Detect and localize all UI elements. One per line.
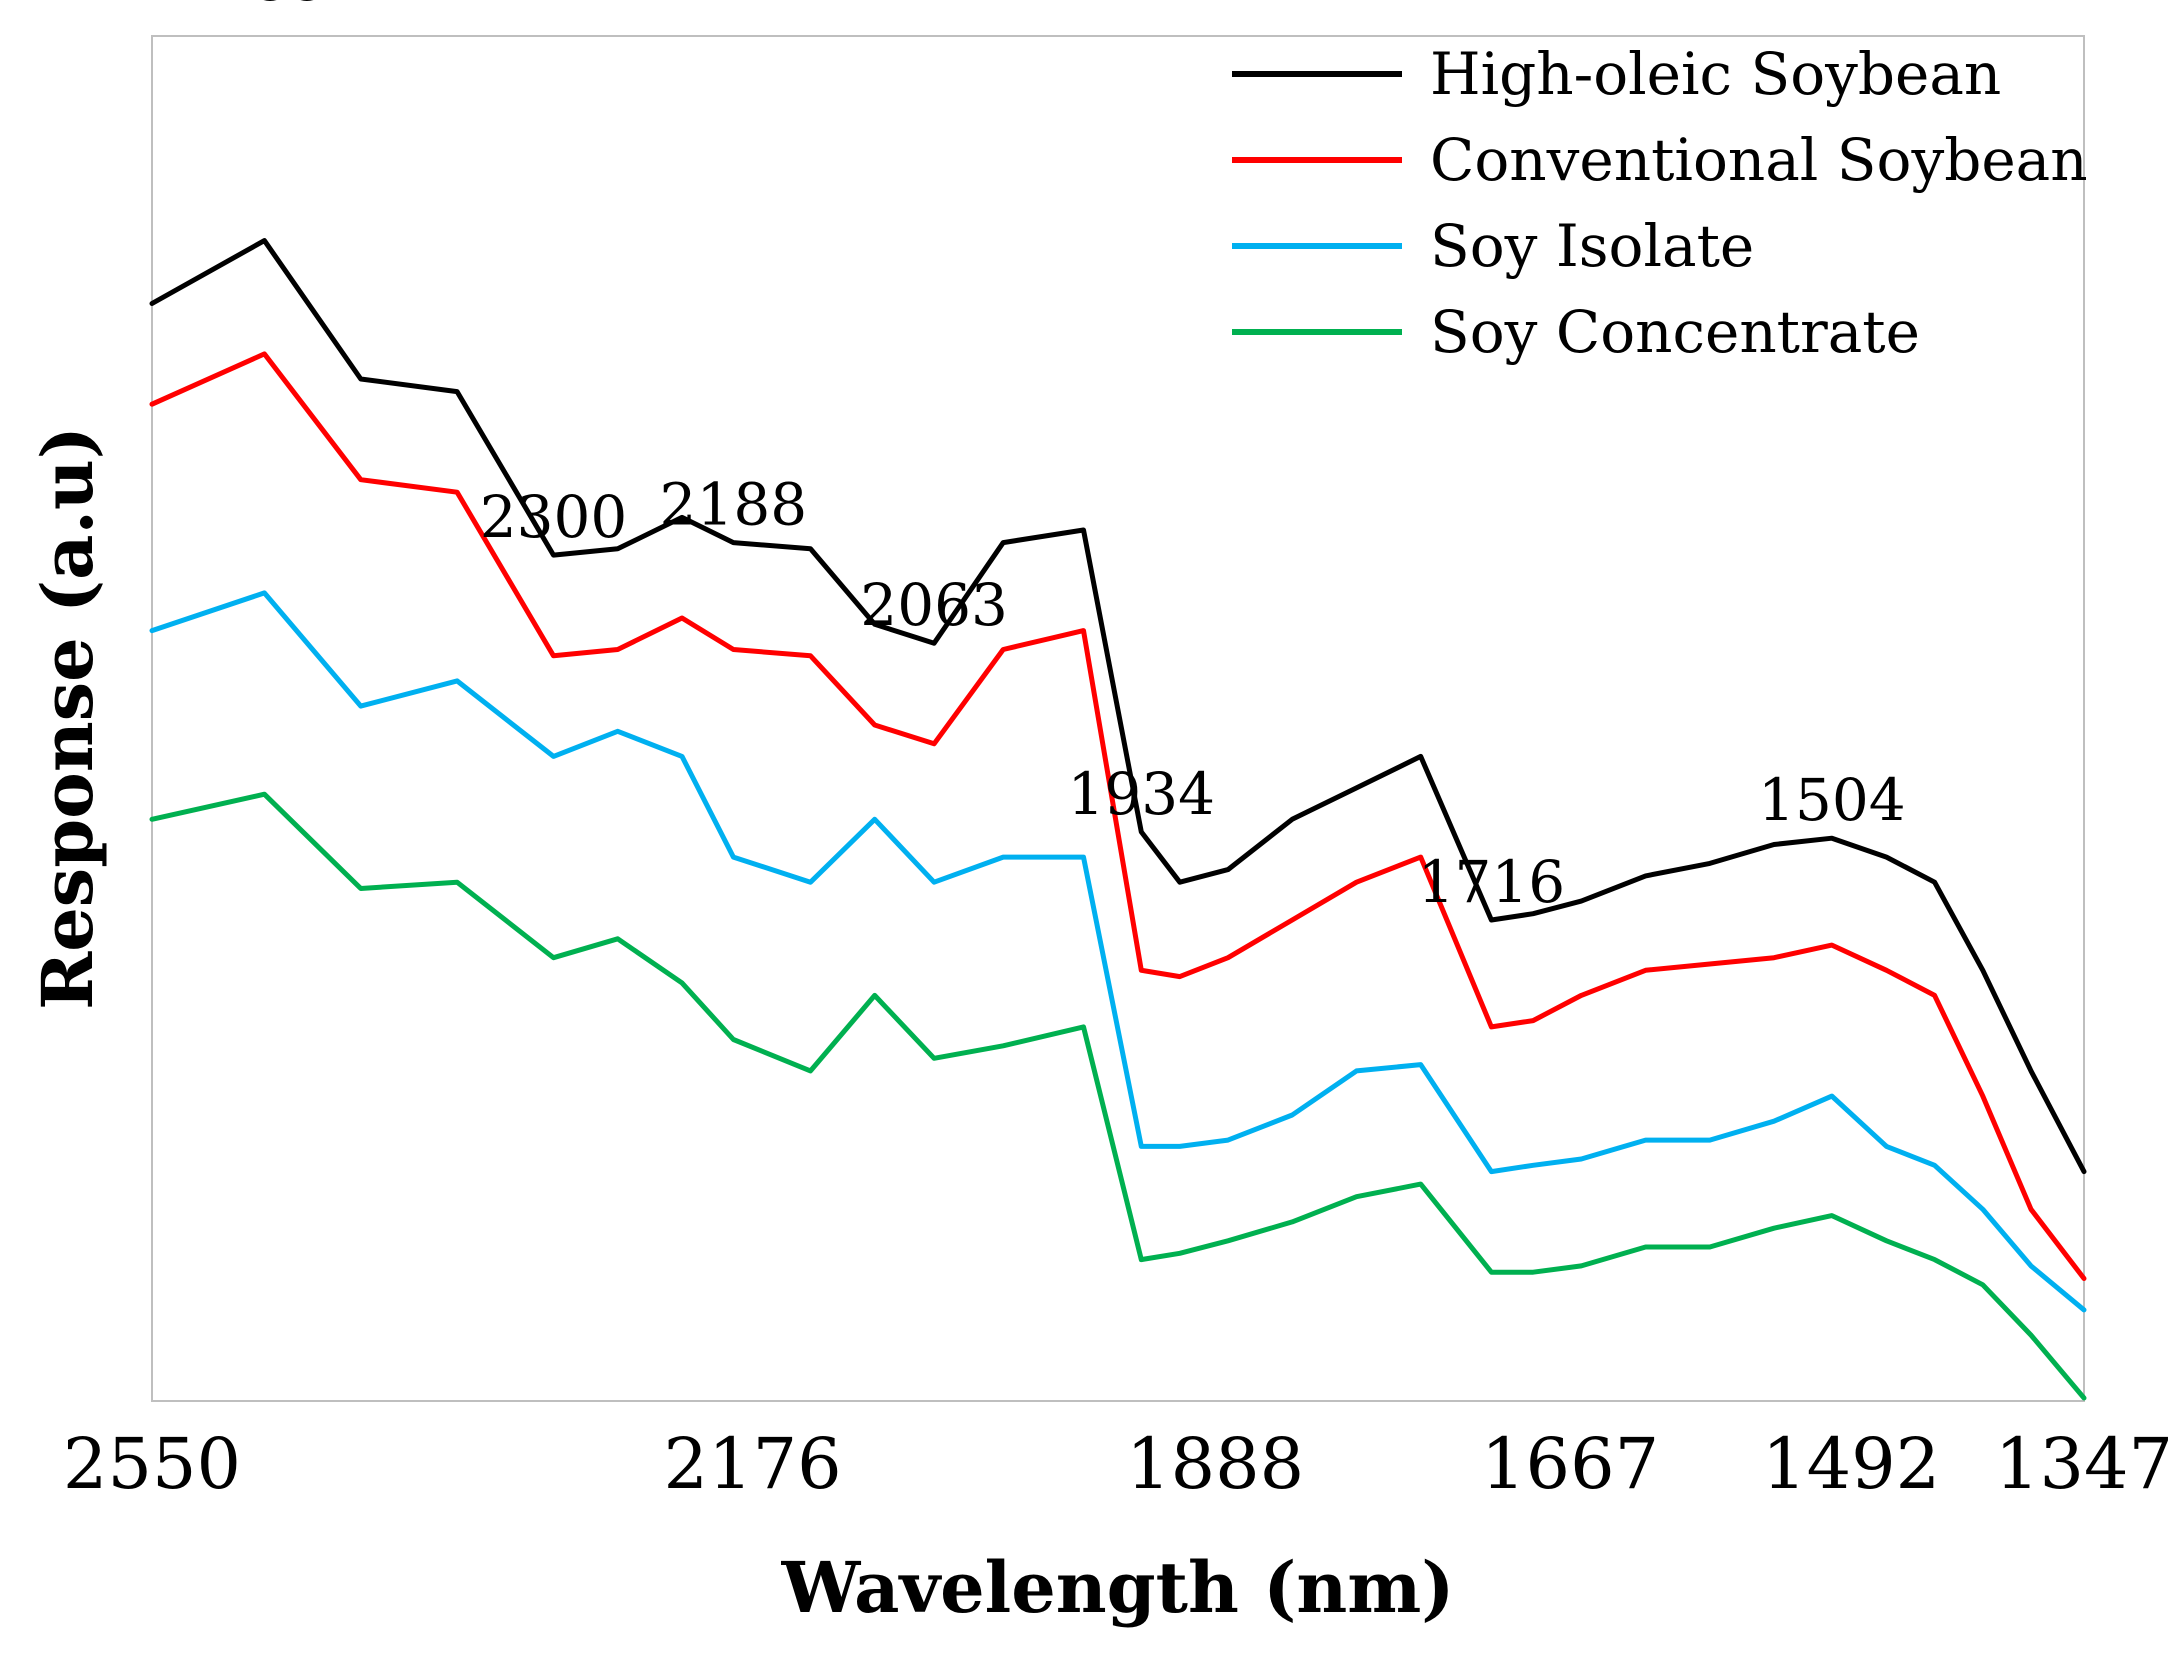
legend-label: High-oleic Soybean <box>1430 40 2001 108</box>
plot-frame <box>151 35 2085 1402</box>
x-tick-label: 2176 <box>664 1423 842 1505</box>
x-axis-title: Wavelength (nm) <box>781 1546 1455 1629</box>
x-tick-label: 1492 <box>1762 1423 1940 1505</box>
x-tick-label: 1888 <box>1126 1423 1304 1505</box>
peak-label: 1504 <box>1758 766 1906 834</box>
series-line-2 <box>149 590 2087 1313</box>
peak-label: 2488 <box>178 0 326 14</box>
peak-label: 2188 <box>660 471 808 539</box>
legend-label: Soy Isolate <box>1430 212 1754 280</box>
legend-label: Conventional Soybean <box>1430 126 2088 194</box>
y-axis-title: Response (a.u) <box>26 426 109 1010</box>
x-axis-ticks: 2550 2176 1888 1667 1492 1347 <box>63 1423 2169 1505</box>
peak-annotations: 2488 2300 2188 2063 1934 1716 1504 <box>178 0 1906 916</box>
peak-label: 1716 <box>1418 848 1566 916</box>
series-line-3 <box>149 791 2087 1401</box>
x-tick-label: 1667 <box>1481 1423 1659 1505</box>
legend: High-oleic Soybean Conventional Soybean So… <box>1232 40 2088 366</box>
legend-label: Soy Concentrate <box>1430 298 1920 366</box>
series-layer <box>149 238 2087 1401</box>
series-line-1 <box>149 351 2087 1281</box>
peak-label: 2063 <box>860 571 1008 639</box>
x-tick-label: 1347 <box>1995 1423 2169 1505</box>
peak-label: 2300 <box>480 483 628 551</box>
series-line-0 <box>149 238 2087 1175</box>
peak-label: 1934 <box>1067 760 1215 828</box>
x-tick-label: 2550 <box>63 1423 241 1505</box>
